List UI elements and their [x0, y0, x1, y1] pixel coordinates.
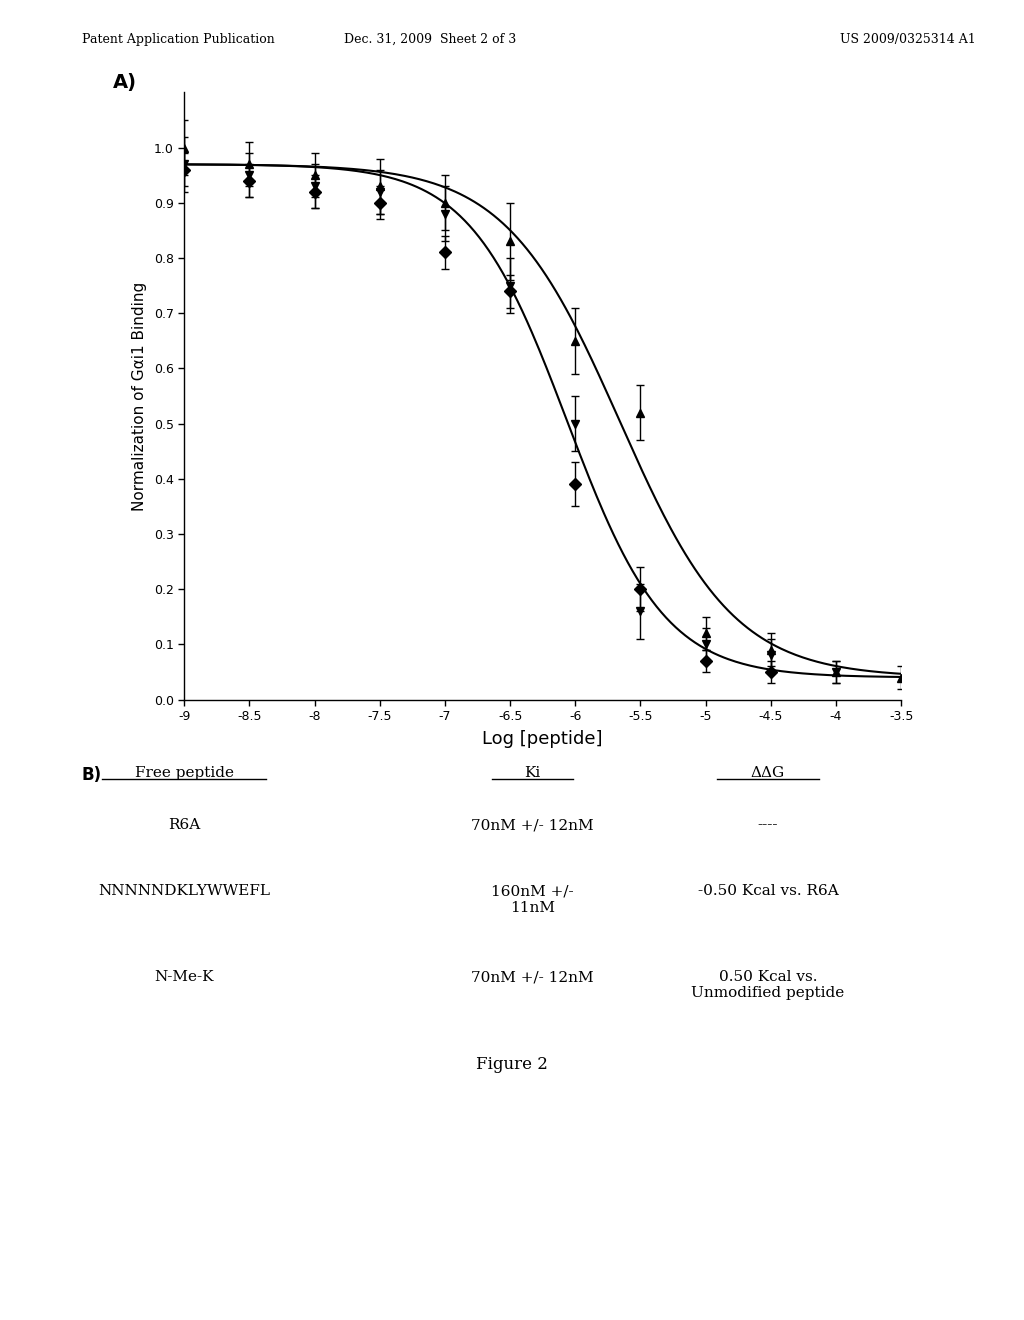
- Text: ΔΔG: ΔΔG: [751, 766, 785, 780]
- Text: -0.50 Kcal vs. R6A: -0.50 Kcal vs. R6A: [697, 884, 839, 899]
- Text: Free peptide: Free peptide: [135, 766, 233, 780]
- Text: Dec. 31, 2009  Sheet 2 of 3: Dec. 31, 2009 Sheet 2 of 3: [344, 33, 516, 46]
- Text: A): A): [113, 73, 136, 91]
- Text: N-Me-K: N-Me-K: [155, 970, 214, 985]
- Text: 0.50 Kcal vs.
Unmodified peptide: 0.50 Kcal vs. Unmodified peptide: [691, 970, 845, 1001]
- Text: Figure 2: Figure 2: [476, 1056, 548, 1073]
- Text: Ki: Ki: [524, 766, 541, 780]
- Text: 70nM +/- 12nM: 70nM +/- 12nM: [471, 970, 594, 985]
- X-axis label: Log [peptide]: Log [peptide]: [482, 730, 603, 748]
- Text: R6A: R6A: [168, 818, 201, 833]
- Text: NNNNNDKLYWWEFL: NNNNNDKLYWWEFL: [98, 884, 270, 899]
- Y-axis label: Normalization of Gαi1 Binding: Normalization of Gαi1 Binding: [132, 281, 147, 511]
- Text: US 2009/0325314 A1: US 2009/0325314 A1: [840, 33, 976, 46]
- Text: Patent Application Publication: Patent Application Publication: [82, 33, 274, 46]
- Text: 160nM +/-
11nM: 160nM +/- 11nM: [492, 884, 573, 915]
- Text: 70nM +/- 12nM: 70nM +/- 12nM: [471, 818, 594, 833]
- Text: B): B): [82, 766, 102, 784]
- Text: ----: ----: [758, 818, 778, 833]
